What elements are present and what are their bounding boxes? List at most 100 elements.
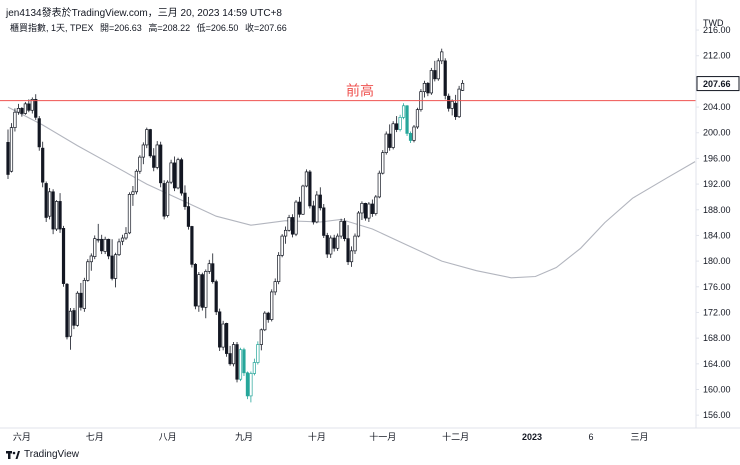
candle-body (405, 105, 409, 134)
candle-body (287, 217, 291, 231)
candle-body (124, 233, 128, 239)
candle-body (356, 212, 361, 237)
candle (422, 80, 426, 98)
candle (290, 214, 295, 238)
y-tick-label: 172.00 (703, 307, 731, 317)
candle (61, 225, 66, 287)
candle (6, 129, 10, 179)
candle (211, 253, 215, 284)
candle-body (315, 194, 319, 223)
candle-body (284, 229, 288, 237)
candle-body (266, 312, 270, 320)
candle (388, 124, 392, 151)
x-tick-label: 六月 (13, 431, 31, 442)
candle (148, 128, 152, 158)
candle-body (190, 226, 194, 265)
candle (433, 60, 437, 82)
candle (124, 227, 128, 240)
candle (138, 155, 142, 174)
candle (93, 235, 97, 260)
y-tick-label: 204.00 (703, 102, 731, 112)
candle-body (186, 206, 191, 227)
candle (9, 123, 14, 173)
candle-body (304, 171, 309, 187)
candle-body (370, 203, 374, 214)
y-tick-label: 156.00 (703, 410, 731, 420)
y-tick-label: 212.00 (703, 51, 731, 61)
candle (110, 239, 114, 281)
open-value: 開=206.63 (100, 23, 142, 33)
candle-body (166, 181, 170, 216)
candle-body (429, 70, 433, 94)
candle (231, 341, 236, 367)
candle (120, 234, 125, 246)
candle-body (79, 292, 83, 308)
candle (304, 169, 309, 188)
candle (363, 202, 368, 221)
candle (329, 235, 333, 258)
x-tick-label: 十一月 (369, 431, 396, 442)
candle (117, 238, 121, 256)
candle-body (297, 201, 302, 215)
candle (426, 82, 430, 97)
candle (183, 185, 187, 210)
annotation-label: 前高 (346, 83, 374, 100)
candle-body (65, 283, 69, 338)
candle (176, 157, 180, 190)
candle (131, 186, 135, 206)
candle (440, 48, 444, 65)
candle-body (103, 238, 107, 252)
candle (79, 282, 83, 311)
candle-body (349, 250, 354, 263)
candle-body (395, 123, 399, 130)
candle-body (138, 156, 142, 172)
candle (200, 272, 204, 311)
candle (37, 116, 41, 151)
candle (193, 263, 197, 310)
candle-body (16, 108, 21, 113)
candle (447, 93, 451, 112)
candle (391, 121, 395, 150)
footer-brand[interactable]: TradingView (6, 449, 79, 460)
candle-body (381, 152, 385, 174)
candle-body (301, 185, 305, 215)
candle (155, 141, 159, 170)
candle (186, 196, 191, 230)
candle (436, 58, 440, 81)
y-tick-label: 164.00 (703, 359, 731, 369)
candle (256, 341, 260, 365)
candle (100, 234, 104, 255)
candle (127, 192, 132, 235)
candle (166, 180, 170, 218)
x-tick-label: 6 (588, 432, 593, 442)
candle-body (72, 310, 76, 326)
candle-body (134, 170, 138, 193)
candle-body (6, 142, 10, 175)
candle-body (391, 123, 395, 148)
candle-body (155, 144, 159, 168)
candle-body (433, 70, 437, 80)
candle (339, 218, 343, 239)
candle-body (44, 183, 48, 218)
candle-body (242, 349, 246, 374)
candle (401, 103, 406, 120)
candle-body (454, 102, 458, 118)
candle (297, 196, 302, 218)
x-tick-label: 七月 (86, 432, 104, 442)
candle-body (457, 88, 461, 118)
candle-body (408, 133, 413, 141)
candle (454, 94, 458, 120)
candle (68, 307, 73, 350)
y-tick-label: 216.00 (703, 25, 731, 35)
candle (367, 202, 371, 222)
candle (16, 103, 21, 115)
candle-body (225, 323, 229, 354)
candle (408, 131, 413, 144)
candle-body (183, 192, 187, 207)
candle-body (263, 312, 267, 331)
candle (89, 253, 93, 271)
candles-layer[interactable] (6, 48, 465, 403)
tradingview-logo-icon (6, 450, 20, 459)
candle (134, 169, 138, 195)
